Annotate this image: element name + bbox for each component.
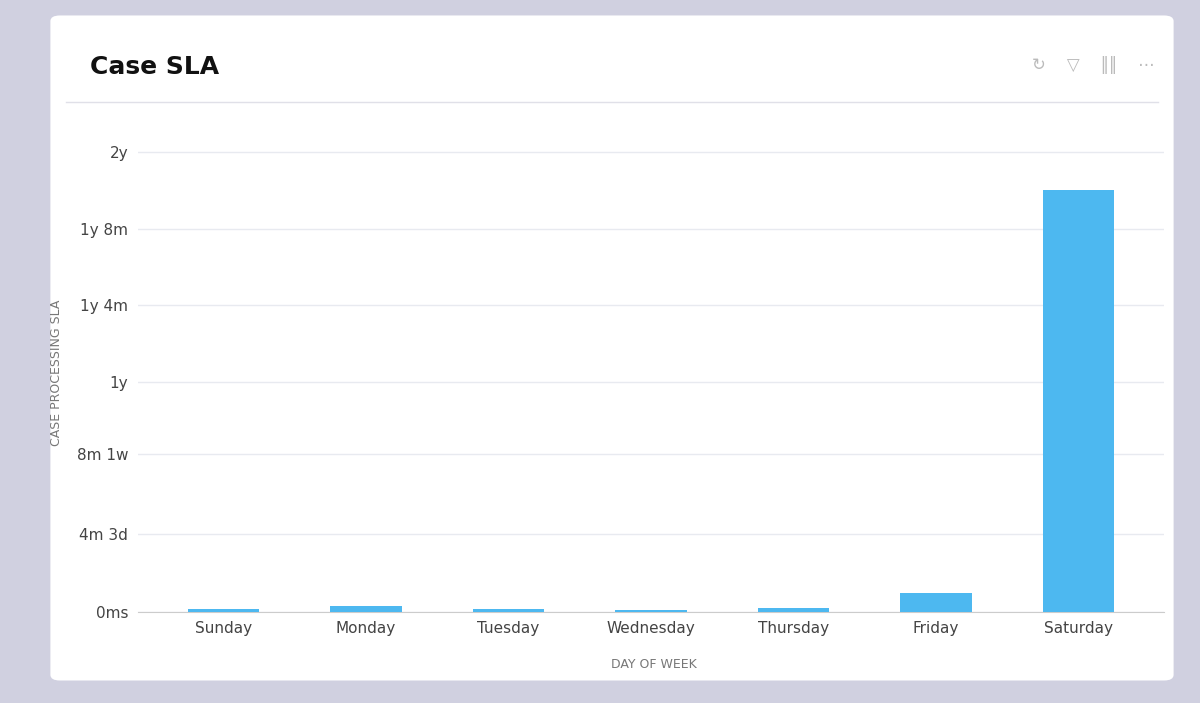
Text: DAY OF WEEK: DAY OF WEEK [611,659,697,671]
Y-axis label: CASE PROCESSING SLA: CASE PROCESSING SLA [50,299,62,446]
Bar [330,606,402,612]
Bar [473,609,544,612]
Bar [900,593,972,612]
Text: ↻    ▽    ‖‖    ⋯: ↻ ▽ ‖‖ ⋯ [1032,56,1154,75]
Bar [758,608,829,612]
Bar [188,610,259,612]
Bar [1043,191,1114,612]
Bar [616,610,686,612]
Text: Case SLA: Case SLA [90,55,220,79]
